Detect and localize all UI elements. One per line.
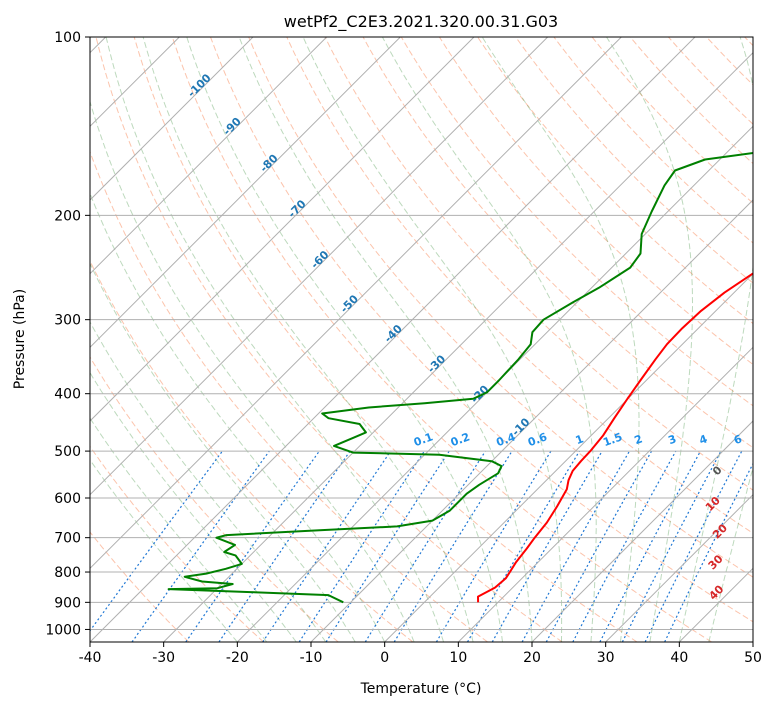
mixing-ratio-line	[599, 450, 702, 642]
moist-adiabat-line	[302, 37, 563, 642]
plot-area: -100-90-80-70-60-50-40-30-20-100.1 0.2 0.4…	[90, 37, 753, 642]
dry-adiabat-line	[438, 37, 753, 366]
dry-adiabat-line	[400, 37, 753, 407]
x-tick-label: -30	[152, 650, 175, 666]
x-axis-title: Temperature (°C)	[360, 681, 482, 697]
mixing-ratio-line	[262, 450, 392, 642]
isotherms	[90, 37, 753, 642]
x-tick-label: 30	[597, 650, 615, 666]
mixing-ratio-label: 0.6	[526, 430, 549, 449]
x-tick-label: -10	[300, 650, 323, 666]
mixing-ratio-label: 0.2	[449, 430, 472, 449]
y-tick-label: 400	[54, 387, 81, 403]
y-tick-label: 300	[54, 313, 81, 329]
sounding-profiles	[167, 151, 753, 604]
dry-adiabat-line	[95, 37, 563, 642]
mixing-ratio-line	[466, 450, 580, 642]
mixing-ratio-label: 0.1	[412, 430, 435, 449]
chart-title: wetPf2_C2E3.2021.320.00.31.G03	[284, 12, 558, 32]
dry-adiabat-line	[248, 37, 753, 578]
mixing-ratio-label: 1	[574, 432, 586, 447]
moist-adiabat-line	[105, 37, 445, 642]
mixing-ratio-label: 0.4	[494, 430, 517, 449]
mixing-ratio-line	[364, 450, 486, 642]
mixing-ratio-line	[435, 450, 552, 642]
mixing-ratio-label: 6	[732, 432, 744, 447]
isotherm-line	[90, 37, 475, 422]
y-tick-label: 800	[54, 565, 81, 581]
mixing-ratio-label: 4	[697, 432, 709, 447]
mixing-ratio-line	[572, 450, 677, 642]
moist-adiabat-line	[90, 459, 238, 642]
temperature-profile-line	[477, 272, 753, 603]
moist-adiabat-line	[90, 371, 297, 642]
moist-adiabat-line	[481, 37, 640, 642]
y-axis-title: Pressure (hPa)	[12, 289, 28, 389]
dewpoint-profile-line	[167, 151, 753, 604]
moist-adiabat-line	[90, 192, 386, 642]
moist-adiabat-line	[186, 37, 503, 642]
mixing-ratio-line	[545, 450, 653, 642]
mixing-ratio-label: 1.5	[601, 430, 624, 449]
y-tick-label: 900	[54, 595, 81, 611]
x-axis: -40 -30 -20 -10 0 10 20 30 40 50	[79, 642, 762, 666]
moist-adiabat-line	[90, 417, 268, 642]
x-tick-label: -40	[79, 650, 102, 666]
y-axis: 100 200 300 400 500 600 700 800 900 1000	[45, 30, 90, 638]
y-tick-label: 500	[54, 444, 81, 460]
dry-adiabat-line	[90, 445, 264, 642]
isotherm-line	[90, 37, 254, 201]
isotherm-line	[236, 125, 753, 642]
isotherm-line	[90, 37, 622, 570]
x-tick-label: 20	[523, 650, 541, 666]
x-tick-label: -20	[226, 650, 249, 666]
isotherm-line	[605, 493, 753, 642]
isotherm-line	[384, 272, 753, 642]
mixing-ratio-line	[325, 450, 450, 642]
dry-adiabat-line	[90, 531, 190, 642]
moist-adiabat-line	[678, 37, 753, 642]
mixing-ratio-label: 3	[667, 432, 679, 447]
isotherm-line	[531, 420, 753, 642]
x-tick-label: 40	[670, 650, 688, 666]
isotherm-line	[163, 51, 753, 642]
moist-adiabat-line	[142, 37, 474, 642]
x-tick-label: 10	[449, 650, 467, 666]
dry-adiabat-line	[133, 37, 638, 642]
mixing-ratio-label: 2	[633, 432, 645, 447]
isotherm-line	[90, 37, 696, 642]
mixing-ratio-line	[218, 450, 351, 642]
isotherm-line	[90, 37, 401, 349]
plot-frame	[89, 36, 754, 643]
mixing-ratio-line	[664, 462, 753, 642]
dry-adiabat-line	[210, 37, 753, 623]
moist-adiabat-line	[606, 37, 693, 642]
y-tick-label: 1000	[45, 622, 81, 638]
dry-adiabats	[90, 37, 753, 642]
isotherm-line	[90, 37, 328, 275]
x-tick-label: 0	[380, 650, 389, 666]
isotherm-line	[310, 199, 753, 642]
y-tick-label: 200	[54, 208, 81, 224]
isotherm-line	[90, 37, 549, 496]
moist-adiabats	[90, 37, 753, 642]
dry-adiabat-line	[90, 150, 488, 642]
y-tick-label: 600	[54, 491, 81, 507]
dry-adiabat-line	[515, 37, 753, 284]
moist-adiabat-line	[90, 262, 356, 642]
y-tick-label: 100	[54, 30, 81, 46]
mixing-ratio-line	[298, 450, 425, 642]
isotherm-line	[457, 346, 753, 642]
moist-adiabat-line	[381, 37, 597, 642]
x-tick-label: 50	[744, 650, 762, 666]
moist-adiabat-line	[238, 37, 533, 642]
pressure-gridlines	[90, 37, 753, 630]
y-tick-label: 700	[54, 531, 81, 547]
